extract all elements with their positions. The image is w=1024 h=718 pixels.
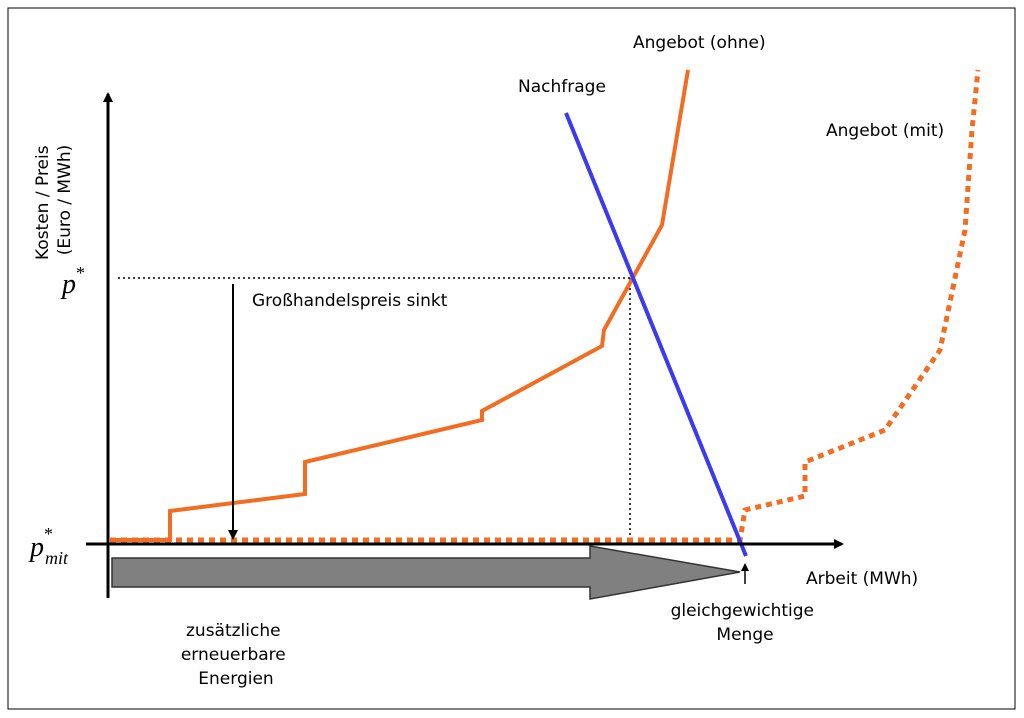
p-star-label: p* [60, 263, 85, 300]
equilibrium-label: gleichgewichtige Menge [671, 601, 820, 645]
p-base: p [28, 532, 44, 563]
p-base: p [60, 269, 76, 300]
supply-with-curve [110, 69, 981, 543]
p-sub: mit [45, 548, 69, 568]
y-axis-label: Kosten / Preis (Euro / MWh) [33, 140, 75, 260]
p-sup: * [76, 263, 85, 283]
supply-with-label: Angebot (mit) [826, 121, 944, 141]
renewables-line: erneuerbare [181, 645, 286, 665]
frame [7, 7, 1016, 710]
renewables-line: zusätzliche [186, 621, 281, 641]
x-axis-label: Arbeit (MWh) [806, 569, 918, 589]
p-star-mit-label: p* mit [28, 524, 69, 568]
renewables-arrow [111, 545, 741, 600]
renewables-label: zusätzliche erneuerbare Energien [181, 621, 291, 689]
equilibrium-line: Menge [716, 625, 773, 645]
price-drop-label: Großhandelspreis sinkt [252, 291, 448, 311]
demand-label: Nachfrage [518, 77, 606, 97]
demand-curve [564, 112, 748, 557]
supply-without-curve [110, 69, 690, 542]
p-sup: * [44, 524, 53, 544]
equilibrium-line: gleichgewichtige [671, 601, 814, 621]
y-axis-label-line: (Euro / MWh) [55, 145, 75, 256]
y-axis-label-line: Kosten / Preis [33, 145, 53, 260]
supply-without-label: Angebot (ohne) [633, 33, 766, 53]
renewables-line: Energien [198, 669, 273, 689]
